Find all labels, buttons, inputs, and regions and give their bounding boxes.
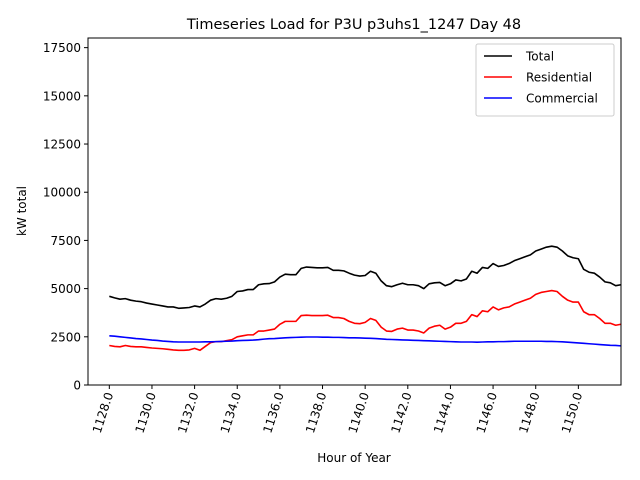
legend-label-residential: Residential bbox=[526, 71, 592, 85]
plot-frame bbox=[87, 37, 622, 386]
legend: Total Residential Commercial bbox=[475, 43, 615, 117]
series-line-total bbox=[109, 245, 622, 310]
y-tick-label: 10000 bbox=[43, 186, 81, 200]
legend-label-total: Total bbox=[525, 50, 554, 64]
chart-title: Timeseries Load for P3U p3uhs1_1247 Day … bbox=[186, 17, 521, 33]
legend-label-commercial: Commercial bbox=[526, 92, 598, 106]
series-line-residential bbox=[109, 289, 622, 352]
y-tick-label: 5000 bbox=[50, 282, 81, 296]
y-tick-label: 17500 bbox=[43, 41, 81, 55]
y-tick-label: 2500 bbox=[50, 330, 81, 344]
series-line-commercial bbox=[109, 335, 622, 347]
x-axis-label: Hour of Year bbox=[317, 451, 391, 465]
y-axis: 0 2500 5000 7500 10000 12500 15000 17500 bbox=[43, 41, 88, 393]
y-tick-label: 7500 bbox=[50, 234, 81, 248]
y-tick-label: 0 bbox=[73, 379, 81, 393]
y-tick-label: 15000 bbox=[43, 89, 81, 103]
series-lines bbox=[109, 245, 622, 352]
y-axis-label: kW total bbox=[15, 186, 29, 236]
y-tick-label: 12500 bbox=[43, 138, 81, 152]
